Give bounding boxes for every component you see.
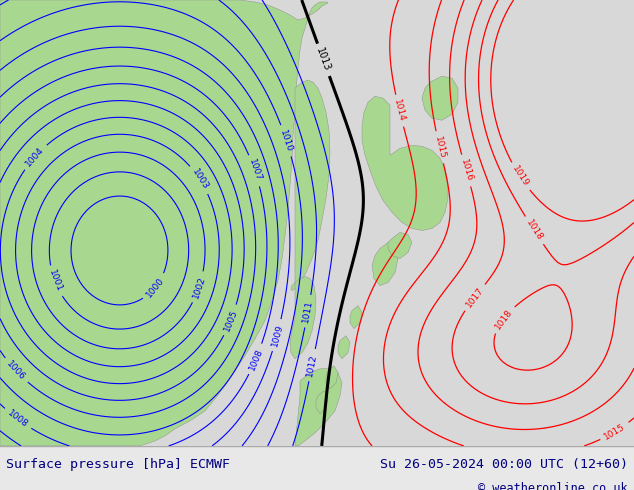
Text: 1016: 1016 [459, 158, 474, 183]
Text: 1010: 1010 [278, 128, 294, 153]
Polygon shape [290, 276, 316, 359]
Text: 1009: 1009 [269, 323, 284, 347]
Text: 1015: 1015 [603, 422, 627, 441]
Polygon shape [295, 369, 342, 446]
Text: 1018: 1018 [493, 307, 514, 331]
Text: 1002: 1002 [191, 275, 207, 299]
Text: 1008: 1008 [6, 409, 30, 429]
Text: © weatheronline.co.uk: © weatheronline.co.uk [478, 482, 628, 490]
Text: 1001: 1001 [47, 269, 63, 294]
Text: 1008: 1008 [247, 347, 264, 371]
Text: 1012: 1012 [306, 353, 319, 377]
Polygon shape [372, 243, 398, 286]
Polygon shape [326, 366, 338, 389]
Text: 1000: 1000 [145, 275, 166, 299]
Polygon shape [422, 76, 458, 120]
Text: 1017: 1017 [464, 286, 485, 309]
Text: 1004: 1004 [24, 145, 46, 168]
Polygon shape [0, 0, 328, 446]
Text: 1019: 1019 [510, 165, 530, 189]
Text: 1005: 1005 [223, 308, 239, 333]
Polygon shape [316, 391, 328, 414]
Polygon shape [388, 232, 412, 259]
Text: Surface pressure [hPa] ECMWF: Surface pressure [hPa] ECMWF [6, 458, 230, 471]
Text: 1018: 1018 [524, 219, 545, 243]
Text: 1011: 1011 [301, 299, 314, 323]
Polygon shape [362, 96, 448, 230]
Text: 1003: 1003 [190, 168, 210, 192]
Polygon shape [291, 80, 330, 291]
Text: 1007: 1007 [247, 158, 262, 183]
Text: 1014: 1014 [392, 98, 406, 123]
Text: 1006: 1006 [5, 359, 27, 382]
Polygon shape [338, 336, 350, 359]
Text: 1015: 1015 [433, 135, 446, 159]
Polygon shape [350, 306, 362, 329]
Text: 1013: 1013 [314, 47, 332, 73]
Text: Su 26-05-2024 00:00 UTC (12+60): Su 26-05-2024 00:00 UTC (12+60) [380, 458, 628, 471]
